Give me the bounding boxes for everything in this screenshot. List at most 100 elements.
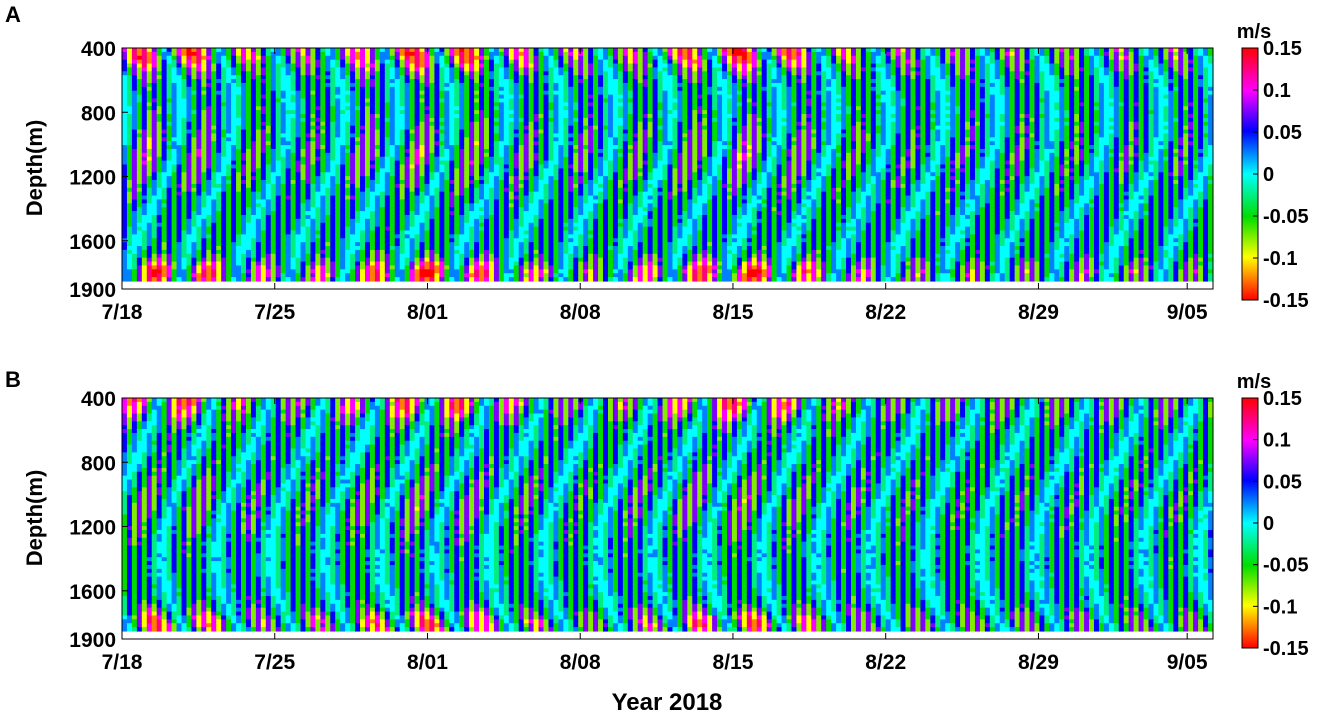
- heatmap-cell: [493, 172, 500, 177]
- heatmap-cell: [488, 160, 495, 166]
- heatmap-cell: [488, 273, 495, 278]
- heatmap-cell: [325, 98, 331, 103]
- heatmap-cell: [508, 191, 515, 197]
- heatmap-cell: [310, 261, 317, 267]
- heatmap-cell: [330, 230, 336, 235]
- heatmap-cell: [260, 168, 267, 173]
- heatmap-cell: [360, 79, 366, 84]
- heatmap-cell: [409, 199, 416, 204]
- heatmap-cell: [196, 249, 202, 255]
- heatmap-cell: [508, 218, 515, 224]
- heatmap-cell: [250, 129, 257, 135]
- heatmap-cell: [305, 249, 312, 255]
- heatmap-cell: [424, 67, 431, 72]
- heatmap-cell: [479, 94, 485, 100]
- heatmap-cell: [479, 238, 485, 243]
- heatmap-cell: [126, 121, 133, 127]
- heatmap-cell: [429, 156, 436, 162]
- heatmap-cell: [369, 183, 376, 189]
- heatmap-cell: [310, 90, 317, 96]
- heatmap-cell: [389, 160, 396, 166]
- heatmap-cell: [280, 234, 287, 239]
- heatmap-cell: [330, 269, 336, 274]
- heatmap-cell: [484, 51, 490, 57]
- heatmap-cell: [141, 102, 148, 107]
- heatmap-cell: [241, 253, 247, 259]
- heatmap-cell: [285, 218, 292, 224]
- heatmap-cell: [409, 79, 416, 84]
- heatmap-cell: [211, 114, 217, 119]
- heatmap-cell: [384, 195, 391, 201]
- heatmap-cell: [474, 63, 480, 69]
- heatmap-cell: [513, 261, 520, 267]
- heatmap-cell: [523, 187, 530, 193]
- heatmap-cell: [474, 183, 480, 189]
- heatmap-cell: [365, 86, 371, 92]
- heatmap-cell: [320, 261, 326, 267]
- heatmap-cell: [335, 199, 341, 204]
- heatmap-cell: [429, 145, 436, 150]
- heatmap-cell: [280, 114, 287, 119]
- heatmap-cell: [161, 71, 168, 76]
- heatmap-cell: [161, 121, 168, 127]
- heatmap-cell: [404, 214, 411, 220]
- heatmap-cell: [265, 117, 272, 123]
- heatmap-cell: [206, 164, 212, 169]
- heatmap-cell: [384, 187, 391, 193]
- heatmap-cell: [285, 86, 292, 92]
- heatmap-cell: [156, 106, 163, 111]
- heatmap-cell: [479, 230, 485, 235]
- heatmap-cell: [419, 145, 426, 150]
- heatmap-cell: [464, 203, 470, 208]
- heatmap-cell: [290, 168, 297, 173]
- heatmap-cell: [335, 277, 341, 282]
- heatmap-cell: [270, 230, 277, 235]
- heatmap-cell: [255, 117, 262, 123]
- heatmap-cell: [454, 117, 460, 123]
- heatmap-cell: [399, 226, 406, 232]
- heatmap-cell: [196, 211, 202, 216]
- heatmap-cell: [429, 249, 436, 255]
- heatmap-cell: [498, 242, 505, 247]
- heatmap-cell: [305, 273, 312, 278]
- heatmap-cell: [350, 269, 356, 274]
- heatmap-cell: [300, 253, 307, 259]
- heatmap-cell: [409, 114, 416, 119]
- heatmap-cell: [394, 90, 401, 96]
- heatmap-cell: [389, 187, 396, 193]
- heatmap-cell: [399, 242, 406, 247]
- heatmap-cell: [265, 199, 272, 204]
- heatmap-cell: [404, 156, 411, 162]
- heatmap-cell: [335, 187, 341, 193]
- heatmap-cell: [270, 218, 277, 224]
- heatmap-cell: [131, 125, 138, 131]
- heatmap-cell: [389, 51, 396, 57]
- heatmap-cell: [136, 261, 143, 267]
- heatmap-cell: [498, 207, 505, 212]
- heatmap-cell: [429, 234, 436, 239]
- heatmap-cell: [300, 51, 307, 57]
- heatmap-cell: [166, 195, 173, 201]
- heatmap-cell: [434, 125, 440, 131]
- heatmap-cell: [414, 222, 421, 228]
- heatmap-cell: [508, 79, 515, 84]
- heatmap-cell: [295, 145, 302, 150]
- heatmap-cell: [335, 82, 341, 88]
- heatmap-cell: [141, 133, 148, 138]
- heatmap-cell: [454, 75, 460, 80]
- heatmap-cell: [479, 265, 485, 270]
- heatmap-cell: [295, 214, 302, 220]
- heatmap-cell: [211, 180, 217, 185]
- heatmap-cell: [176, 207, 183, 212]
- heatmap-cell: [206, 234, 212, 239]
- heatmap-cell: [255, 207, 262, 212]
- heatmap-cell: [300, 67, 307, 72]
- heatmap-cell: [176, 98, 183, 103]
- heatmap-cell: [156, 67, 163, 72]
- heatmap-cell: [325, 234, 331, 239]
- heatmap-cell: [330, 90, 336, 96]
- heatmap-cell: [151, 90, 158, 96]
- heatmap-cell: [493, 55, 500, 61]
- heatmap-cell: [136, 207, 143, 212]
- heatmap-cell: [414, 121, 421, 127]
